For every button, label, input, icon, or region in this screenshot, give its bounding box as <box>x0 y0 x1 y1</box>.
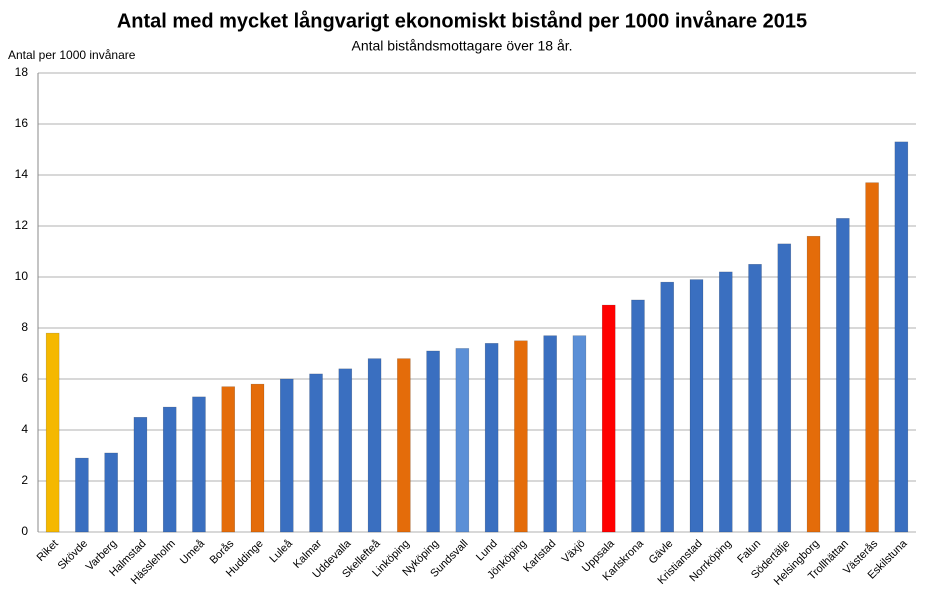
bar <box>660 281 674 533</box>
bar <box>865 182 879 533</box>
bar <box>601 304 616 533</box>
bar <box>280 378 294 533</box>
y-tick-label: 14 <box>15 167 29 181</box>
bar <box>836 218 850 533</box>
bar <box>397 358 411 533</box>
bar <box>45 332 60 533</box>
y-tick-label: 12 <box>15 218 29 232</box>
x-tick-label: Riket <box>35 538 61 564</box>
bar <box>455 348 470 533</box>
bar <box>309 373 323 533</box>
x-tick-label: Umeå <box>178 537 208 567</box>
y-tick-label: 2 <box>21 473 28 487</box>
y-tick-label: 0 <box>21 524 28 538</box>
chart-subtitle: Antal biståndsmottagare över 18 år. <box>351 38 572 54</box>
bar <box>484 343 499 533</box>
bar <box>192 396 206 533</box>
bar <box>894 141 909 533</box>
bar <box>133 417 148 533</box>
bar <box>367 358 382 533</box>
bar <box>426 350 440 533</box>
bar <box>719 271 733 533</box>
y-tick-label: 18 <box>15 65 29 79</box>
chart-title: Antal med mycket långvarigt ekonomiskt b… <box>117 9 807 32</box>
y-tick-label: 8 <box>21 320 28 334</box>
bar <box>514 340 528 533</box>
bar <box>75 457 89 533</box>
y-tick-label: 6 <box>21 371 28 385</box>
bar <box>543 335 557 533</box>
bar <box>162 406 177 533</box>
y-axis-label: Antal per 1000 invånare <box>8 48 136 62</box>
bar <box>777 243 792 533</box>
y-tick-label: 10 <box>15 269 29 283</box>
bar <box>221 386 235 533</box>
bar <box>689 279 704 533</box>
bar <box>631 299 645 533</box>
bar <box>338 368 353 533</box>
y-tick-label: 16 <box>15 116 29 130</box>
bar <box>748 264 762 533</box>
x-tick-label: Karlstad <box>521 538 558 575</box>
bar <box>572 335 587 533</box>
bar <box>250 383 265 533</box>
bar <box>104 452 118 533</box>
x-tick-label: Lund <box>474 538 500 564</box>
y-tick-label: 4 <box>21 422 28 436</box>
bar <box>806 235 821 533</box>
